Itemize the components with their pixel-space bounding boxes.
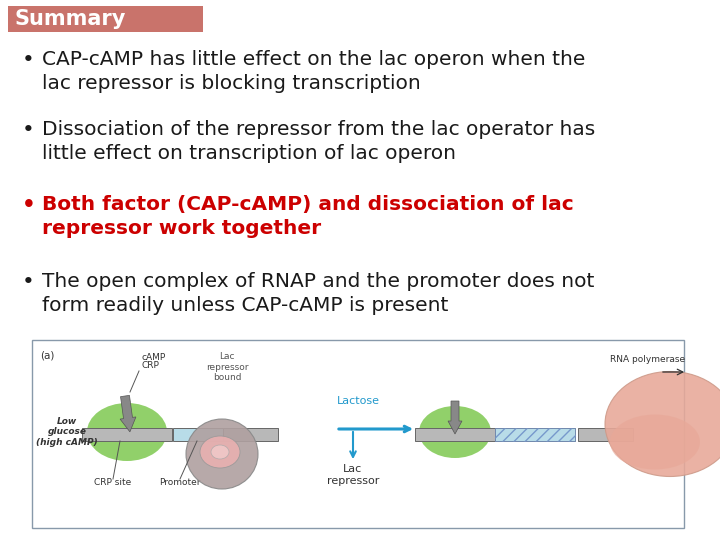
Text: •: • (22, 50, 35, 70)
Ellipse shape (605, 372, 720, 476)
Text: Summary: Summary (15, 9, 127, 29)
FancyBboxPatch shape (82, 428, 172, 441)
FancyBboxPatch shape (173, 428, 223, 441)
Ellipse shape (419, 406, 491, 458)
Text: Promoter: Promoter (159, 478, 201, 487)
Ellipse shape (200, 436, 240, 468)
FancyBboxPatch shape (222, 428, 277, 441)
Ellipse shape (186, 419, 258, 489)
Text: CRP site: CRP site (94, 478, 132, 487)
Text: Both factor (CAP-cAMP) and dissociation of lac
repressor work together: Both factor (CAP-cAMP) and dissociation … (42, 195, 574, 238)
Text: CAP-cAMP has little effect on the lac operon when the
lac repressor is blocking : CAP-cAMP has little effect on the lac op… (42, 50, 585, 93)
Text: Lactose: Lactose (336, 396, 379, 406)
Text: Lac
repressor: Lac repressor (327, 464, 379, 485)
Text: The open complex of RNAP and the promoter does not
form readily unless CAP-cAMP : The open complex of RNAP and the promote… (42, 272, 595, 315)
Text: cAMP: cAMP (142, 353, 166, 362)
Text: RNA polymerase: RNA polymerase (610, 355, 685, 364)
FancyBboxPatch shape (495, 428, 575, 441)
Ellipse shape (610, 415, 700, 469)
FancyArrow shape (120, 395, 136, 432)
Ellipse shape (87, 403, 167, 461)
FancyBboxPatch shape (577, 428, 632, 441)
Text: •: • (22, 195, 36, 215)
Text: •: • (22, 272, 35, 292)
Text: (a): (a) (40, 350, 55, 360)
Text: Dissociation of the repressor from the lac operator has
little effect on transcr: Dissociation of the repressor from the l… (42, 120, 595, 163)
Text: •: • (22, 120, 35, 140)
Text: CRP: CRP (142, 361, 160, 370)
FancyBboxPatch shape (8, 6, 203, 32)
FancyBboxPatch shape (415, 428, 495, 441)
Ellipse shape (211, 445, 229, 459)
FancyBboxPatch shape (32, 340, 684, 528)
Text: Lac
repressor
bound: Lac repressor bound (206, 352, 248, 382)
FancyArrow shape (448, 401, 462, 434)
Text: Low
glucose
(high cAMP): Low glucose (high cAMP) (36, 417, 98, 447)
